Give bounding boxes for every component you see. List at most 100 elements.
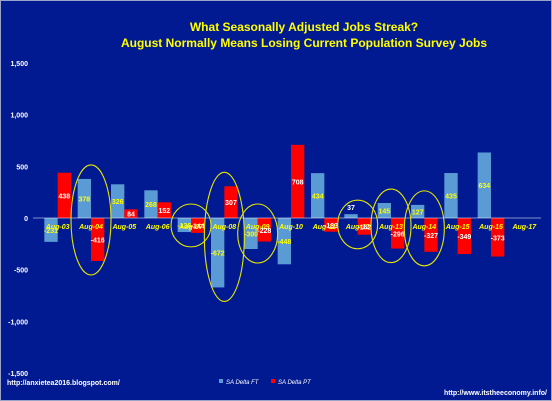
legend: SA Delta FT SA Delta PT <box>219 379 312 386</box>
y-tick-label: -1,000 <box>8 319 28 326</box>
highlight-circle <box>237 203 279 264</box>
y-tick-label: 1,000 <box>10 113 28 120</box>
data-label: -327 <box>424 233 438 240</box>
data-label: 268 <box>145 202 157 209</box>
bar-ft-aug-11 <box>311 173 325 218</box>
y-tick-label: 500 <box>16 164 28 171</box>
chart-subtitle: August Normally Means Losing Current Pop… <box>121 36 487 50</box>
bar-pt-aug-12 <box>357 218 371 235</box>
y-axis: -1,500 -1,000 -500 0 500 1,000 1,500 <box>8 61 28 378</box>
category-label: Aug-17 <box>511 224 537 231</box>
highlight-circle <box>370 188 412 264</box>
bar-pt-aug-03 <box>57 172 71 218</box>
category-labels: Aug-03 Aug-04 Aug-05 Aug-06 Aug-07 Aug-08 Aug-… <box>45 224 537 231</box>
bar-pt-aug-06 <box>157 202 171 218</box>
bar-ft-aug-04 <box>77 178 91 218</box>
legend-label: SA Delta PT <box>278 380 312 386</box>
data-label: 438 <box>58 193 70 200</box>
highlight-circle <box>70 164 112 276</box>
bar-pt-aug-04 <box>91 218 105 261</box>
bar-pt-aug-15 <box>457 218 471 255</box>
data-label: -133 <box>324 223 338 230</box>
category-label: Aug-11 <box>312 224 336 231</box>
bar-ft-aug-03 <box>44 218 58 242</box>
bar-ft-aug-13 <box>377 203 391 218</box>
category-label: Aug-08 <box>211 224 236 231</box>
highlight-circle <box>203 171 245 302</box>
data-label: 378 <box>78 196 90 203</box>
bar-pt-aug-10 <box>291 144 305 218</box>
category-label: Aug-14 <box>411 224 436 231</box>
data-label: 435 <box>445 194 457 201</box>
data-label: 145 <box>378 209 390 216</box>
bar-pt-aug-08 <box>224 186 238 218</box>
bar-pt-aug-07 <box>191 218 205 233</box>
category-label: Aug-10 <box>278 224 303 231</box>
data-label: 326 <box>112 199 124 206</box>
data-label: -416 <box>91 237 105 244</box>
category-label: Aug-07 <box>178 224 204 231</box>
data-label: -672 <box>211 251 225 258</box>
bar-ft-aug-10 <box>277 218 291 265</box>
y-tick-label: -500 <box>14 268 28 275</box>
data-label: 127 <box>412 209 424 216</box>
data-label: 37 <box>347 205 355 212</box>
category-label: Aug-16 <box>478 224 503 231</box>
data-label: -300 <box>244 232 258 239</box>
bar-pt-aug-09 <box>257 218 271 242</box>
category-label: Aug-09 <box>245 224 270 231</box>
highlight-circles <box>70 164 445 302</box>
data-label: 84 <box>127 212 135 219</box>
data-label: -136 <box>177 223 191 230</box>
bar-ft-aug-14 <box>411 204 425 218</box>
category-label: Aug-05 <box>111 224 136 231</box>
data-label: 434 <box>312 194 324 201</box>
data-label: -373 <box>491 235 505 242</box>
y-tick-label: 1,500 <box>10 61 28 68</box>
y-tick-label: 0 <box>24 216 28 223</box>
footer-left-url: http://anxietea2016.blogspot.com/ <box>7 380 120 387</box>
data-labels: -231 378 326 268 -136 -672 -300 -448 434 37 145 127… <box>44 179 505 257</box>
category-label: Aug-06 <box>145 224 170 231</box>
bar-pt-aug-14 <box>424 218 438 252</box>
bar-pt-aug-13 <box>391 218 405 249</box>
category-label: Aug-13 <box>378 224 403 231</box>
data-label: -228 <box>257 228 271 235</box>
category-label: Aug-04 <box>78 224 103 231</box>
bar-ft-aug-09 <box>244 218 258 249</box>
bar-ft-aug-12 <box>344 214 358 218</box>
category-label: Aug-15 <box>445 224 470 231</box>
category-label: Aug-12 <box>345 224 370 231</box>
bars-layer <box>33 144 541 288</box>
highlight-circle <box>337 199 379 250</box>
data-label: 152 <box>158 208 170 215</box>
data-label: 708 <box>292 179 304 186</box>
bar-ft-aug-06 <box>144 190 158 218</box>
bar-ft-aug-05 <box>111 184 125 218</box>
legend-swatch <box>271 379 275 383</box>
data-label: -144 <box>191 223 205 230</box>
highlight-circle <box>170 203 212 248</box>
footer-right-url: http://www.itstheeconomy.info/ <box>444 390 547 397</box>
legend-label: SA Delta FT <box>226 380 260 386</box>
data-label: 307 <box>225 200 237 207</box>
chart-title: What Seasonally Adjusted Jobs Streak? <box>190 20 418 34</box>
data-label: -162 <box>357 224 371 231</box>
highlight-circle <box>403 190 445 267</box>
bar-pt-aug-16 <box>491 218 505 257</box>
legend-swatch <box>219 379 223 383</box>
y-tick-label: -1,500 <box>8 371 28 378</box>
data-label: -448 <box>277 239 291 246</box>
bar-ft-aug-16 <box>477 152 491 218</box>
bar-pt-aug-11 <box>324 218 338 232</box>
category-label: Aug-03 <box>45 224 70 231</box>
data-label: -349 <box>457 234 471 241</box>
bar-ft-aug-07 <box>177 218 191 233</box>
data-label: -231 <box>44 228 58 235</box>
bar-pt-aug-05 <box>124 209 138 218</box>
bar-ft-aug-15 <box>444 173 458 218</box>
data-label: -296 <box>391 231 405 238</box>
data-label: 634 <box>478 183 490 190</box>
